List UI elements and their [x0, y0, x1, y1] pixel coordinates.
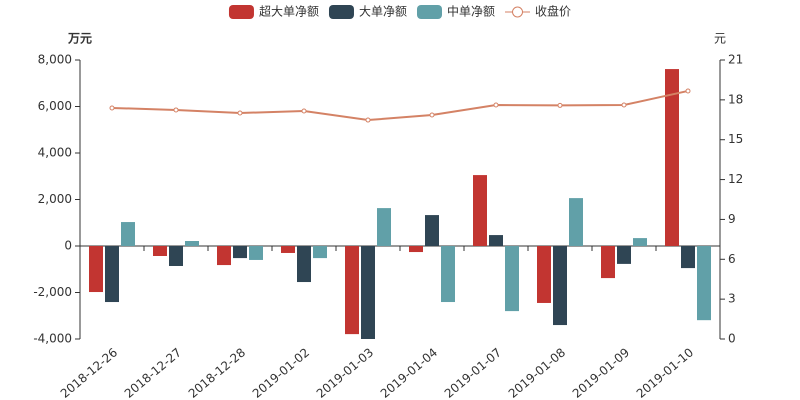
line-point: [493, 102, 499, 108]
legend: 超大单净额 大单净额 中单净额 收盘价: [228, 4, 571, 20]
bar: [361, 246, 375, 339]
bar: [537, 246, 551, 303]
y-tick-label: 4,000: [38, 146, 72, 160]
y2-tick-label: 12: [728, 172, 743, 186]
legend-label: 超大单净额: [259, 4, 319, 19]
line-point: [301, 108, 307, 114]
bar: [409, 246, 423, 253]
bar: [633, 238, 647, 246]
line-point: [365, 117, 371, 123]
line-point: [621, 102, 627, 108]
y2-tick-label: 9: [728, 212, 736, 226]
line: [111, 89, 689, 122]
y2-tick-label: 18: [728, 92, 743, 106]
bar: [233, 246, 247, 259]
bar: [153, 246, 167, 256]
line-point: [557, 102, 563, 108]
bar: [249, 246, 263, 260]
bar: [697, 246, 711, 321]
x-tick-label: 2019-01-02: [250, 345, 312, 400]
legend-label: 收盘价: [535, 4, 571, 19]
legend-item[interactable]: 收盘价: [505, 4, 571, 19]
legend-swatch: [228, 5, 254, 19]
x-tick-label: 2018-12-27: [122, 345, 184, 400]
legend-item[interactable]: 大单净额: [328, 5, 407, 20]
y-tick-label: 8,000: [38, 53, 72, 67]
legend-swatch: [417, 5, 442, 19]
line-point: [429, 112, 435, 118]
legend-marker: [512, 6, 524, 18]
line-point: [173, 107, 179, 113]
bar: [345, 246, 359, 335]
y-tick-label: 6,000: [38, 99, 72, 113]
bar: [185, 241, 199, 246]
legend-item[interactable]: 超大单净额: [228, 4, 319, 20]
y-axis-label: 万元: [67, 32, 92, 46]
legend-label: 中单净额: [447, 4, 495, 19]
bar: [473, 175, 487, 246]
bar: [105, 246, 119, 303]
x-tick-label: 2018-12-28: [186, 345, 248, 400]
line-point: [685, 88, 691, 94]
y2-tick-label: 21: [728, 53, 743, 67]
y-tick-label: 2,000: [38, 192, 72, 206]
bar: [489, 235, 503, 246]
y2-tick-label: 3: [728, 292, 736, 306]
legend-swatch: [328, 5, 354, 19]
bar: [425, 215, 439, 246]
bar: [217, 246, 231, 266]
y2-tick-label: 6: [728, 252, 736, 266]
line-point: [237, 110, 243, 116]
bar: [121, 222, 135, 246]
bar: [441, 246, 455, 303]
bar: [281, 246, 295, 253]
x-tick-label: 2019-01-08: [506, 345, 568, 400]
bar: [681, 246, 695, 269]
bar: [569, 198, 583, 246]
line-point: [109, 105, 115, 111]
bar: [617, 246, 631, 264]
y-tick-label: -2,000: [33, 285, 72, 299]
legend-label: 大单净额: [359, 5, 407, 19]
y-tick-label: 0: [64, 239, 72, 253]
x-tick-label: 2018-12-26: [58, 345, 120, 400]
x-tick-label: 2019-01-04: [378, 345, 440, 400]
x-tick-label: 2019-01-10: [634, 345, 696, 400]
y2-tick-label: 0: [728, 332, 736, 346]
bar: [89, 246, 103, 293]
x-tick-label: 2019-01-09: [570, 345, 632, 400]
bar: [297, 246, 311, 283]
bar: [601, 246, 615, 279]
bar: [169, 246, 183, 266]
bar: [505, 246, 519, 312]
bar: [313, 246, 327, 259]
bar: [553, 246, 567, 326]
y2-axis-label: 元: [714, 32, 726, 46]
legend-item[interactable]: 中单净额: [417, 4, 495, 20]
y2-tick-label: 15: [728, 132, 743, 146]
x-tick-label: 2019-01-03: [314, 345, 376, 400]
x-tick-label: 2019-01-07: [442, 345, 504, 400]
bar: [377, 208, 391, 246]
bar: [665, 69, 679, 246]
y-tick-label: -4,000: [33, 332, 72, 346]
